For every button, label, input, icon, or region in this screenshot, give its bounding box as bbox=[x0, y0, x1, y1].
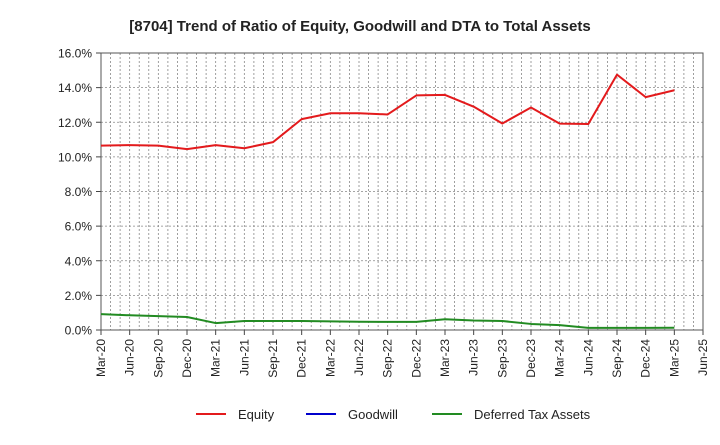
x-tick-label: Dec-24 bbox=[639, 339, 653, 378]
x-tick-label: Mar-20 bbox=[94, 339, 108, 377]
x-tick-label: Mar-23 bbox=[438, 339, 452, 377]
x-tick-label: Dec-20 bbox=[180, 339, 194, 378]
y-tick-label: 16.0% bbox=[58, 47, 92, 61]
y-tick-label: 0.0% bbox=[65, 324, 93, 338]
x-tick-label: Jun-25 bbox=[696, 339, 710, 376]
legend: Equity Goodwill Deferred Tax Assets bbox=[196, 407, 591, 422]
x-tick-label: Sep-21 bbox=[266, 339, 280, 378]
x-tick-label: Jun-21 bbox=[237, 339, 251, 376]
x-tick-label: Jun-24 bbox=[581, 339, 595, 376]
y-tick-label: 12.0% bbox=[58, 116, 92, 130]
x-tick-label: Mar-21 bbox=[209, 339, 223, 377]
axis-layer: 0.0% 2.0% 4.0% 6.0% 8.0% 10.0% 12.0% 14.0% 16.0%… bbox=[58, 47, 710, 378]
y-tick-label: 10.0% bbox=[58, 150, 92, 164]
grid-layer bbox=[101, 53, 703, 330]
series-line-deferred-tax-assets bbox=[100, 313, 675, 329]
x-tick-label: Dec-22 bbox=[409, 339, 423, 378]
y-tick-label: 6.0% bbox=[65, 220, 93, 234]
legend-label-equity: Equity bbox=[238, 407, 275, 422]
y-tick-label: 8.0% bbox=[65, 185, 93, 199]
x-tick-label: Dec-23 bbox=[524, 339, 538, 378]
y-tick-label: 14.0% bbox=[58, 81, 92, 95]
legend-label-deferred-tax-assets: Deferred Tax Assets bbox=[474, 407, 591, 422]
series-layer bbox=[100, 73, 675, 329]
x-tick-label: Mar-24 bbox=[553, 339, 567, 377]
x-tick-label: Jun-22 bbox=[352, 339, 366, 376]
chart-title: [8704] Trend of Ratio of Equity, Goodwil… bbox=[129, 18, 590, 35]
x-tick-label: Jun-23 bbox=[467, 339, 481, 376]
x-tick-label: Dec-21 bbox=[295, 339, 309, 378]
y-tick-label: 4.0% bbox=[65, 254, 93, 268]
legend-label-goodwill: Goodwill bbox=[348, 407, 398, 422]
x-tick-label: Sep-23 bbox=[495, 339, 509, 378]
x-tick-label: Mar-25 bbox=[667, 339, 681, 377]
x-tick-label: Mar-22 bbox=[323, 339, 337, 377]
y-tick-label: 2.0% bbox=[65, 289, 93, 303]
x-tick-label: Jun-20 bbox=[123, 339, 137, 376]
series-line-equity bbox=[100, 73, 675, 151]
x-tick-label: Sep-20 bbox=[151, 339, 165, 378]
x-tick-label: Sep-24 bbox=[610, 339, 624, 378]
x-tick-label: Sep-22 bbox=[381, 339, 395, 378]
plot-area-frame bbox=[100, 52, 704, 331]
